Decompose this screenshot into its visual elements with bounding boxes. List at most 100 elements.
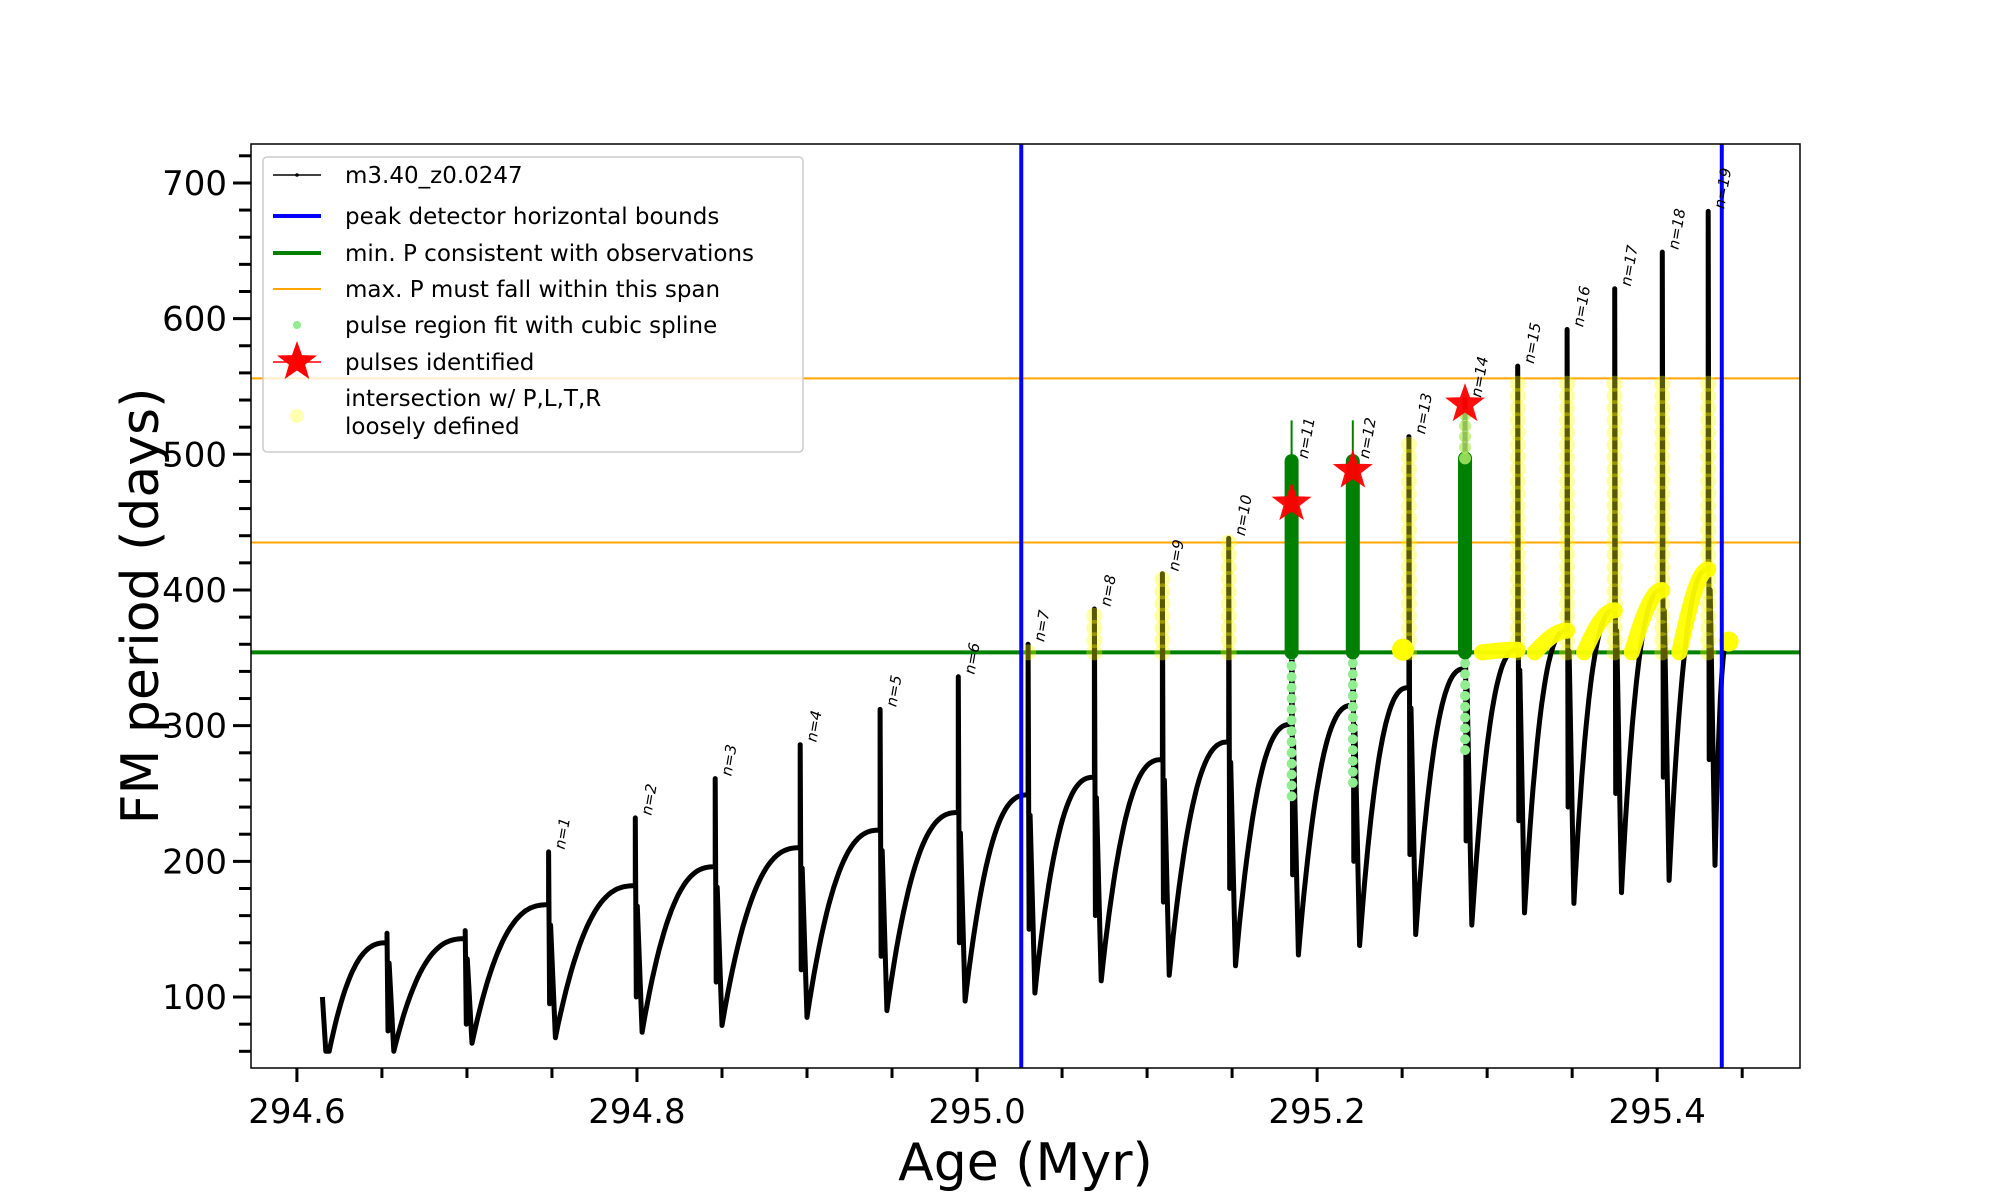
intersection-point [1700, 571, 1717, 588]
pulse-label: n=10 [1231, 493, 1256, 537]
x-tick-label: 295.2 [1268, 1092, 1365, 1132]
intersection-point [1654, 449, 1671, 466]
spline-point [1347, 658, 1358, 669]
intersection-point [1559, 632, 1576, 649]
intersection-point [1700, 595, 1717, 612]
intersection-point [1509, 522, 1526, 539]
axis-ticks: 294.6 294.8 295.0 295.2 295.4 100 200 300 400 500… [162, 154, 1744, 1132]
intersection-point [1559, 412, 1576, 429]
intersection-point [1509, 461, 1526, 478]
intersection-point [1700, 412, 1717, 429]
intersection-point [1559, 473, 1576, 490]
intersection-point [1559, 400, 1576, 417]
intersection-point [1400, 436, 1417, 453]
intersection-point [1086, 644, 1103, 661]
intersection-point [1086, 619, 1103, 636]
intersection-point [1606, 400, 1623, 417]
intersection-point [1220, 619, 1237, 636]
intersection-point [1654, 644, 1671, 661]
intersection-point [1606, 644, 1623, 661]
intersection-point [1509, 595, 1526, 612]
spline-point [1460, 734, 1471, 745]
spline-point [1347, 701, 1358, 712]
spline-point [1286, 693, 1297, 704]
legend-label: max. P must fall within this span [345, 277, 720, 303]
intersection-point [1559, 558, 1576, 575]
y-tick-label: 300 [162, 707, 227, 747]
spline-point [1347, 777, 1358, 788]
spline-point [1347, 745, 1358, 756]
intersection-point [1400, 583, 1417, 600]
spline-point [1347, 679, 1358, 690]
spline-point [1286, 736, 1297, 747]
legend-label: pulse region fit with cubic spline [345, 313, 717, 339]
intersection-point [1400, 449, 1417, 466]
legend-label: min. P consistent with observations [345, 241, 754, 267]
intersection-point [1509, 375, 1526, 392]
legend-label: pulses identified [345, 350, 534, 376]
intersection-point [1509, 436, 1526, 453]
intersection-point [1700, 375, 1717, 392]
spline-point [1286, 758, 1297, 769]
intersection-point [1606, 461, 1623, 478]
intersection-point [1220, 546, 1237, 563]
spline-point [1459, 419, 1472, 432]
intersection-point [1700, 387, 1717, 404]
intersection-point [1606, 522, 1623, 539]
intersection-point [1400, 534, 1417, 551]
x-tick-label: 294.6 [248, 1092, 345, 1132]
legend-item-model: m3.40_z0.0247 [273, 163, 523, 189]
intersection-point [1654, 473, 1671, 490]
intersection-point [1559, 546, 1576, 563]
intersection-point [1559, 522, 1576, 539]
intersection-point [1509, 558, 1526, 575]
intersection-point [1559, 607, 1576, 624]
intersection-arc [1474, 641, 1526, 661]
intersection-point [1220, 583, 1237, 600]
intersection-point [1559, 461, 1576, 478]
intersection-point [1559, 619, 1576, 636]
intersection-point [1400, 619, 1417, 636]
pulse-star [1271, 482, 1312, 521]
legend-swatch-dot [295, 173, 299, 177]
intersection-point [1654, 485, 1671, 502]
x-tick-label: 295.4 [1609, 1092, 1706, 1132]
pulse-star [1445, 383, 1485, 422]
intersection-point [1559, 510, 1576, 527]
intersection-point [1509, 412, 1526, 429]
intersection-point [1606, 485, 1623, 502]
intersection-point [1400, 510, 1417, 527]
spline-point [1460, 723, 1471, 734]
intersection-point [1509, 424, 1526, 441]
intersection-point [1654, 571, 1671, 588]
spline-point [1286, 704, 1297, 715]
intersection-point [1700, 558, 1717, 575]
intersection-point [1509, 497, 1526, 514]
spline-point [1347, 712, 1358, 723]
intersection-point [1654, 619, 1671, 636]
intersection-point [1606, 387, 1623, 404]
intersection-point [1654, 546, 1671, 563]
legend-item-spline: pulse region fit with cubic spline [293, 313, 717, 339]
intersection-point [1400, 485, 1417, 502]
intersection-point [1654, 522, 1671, 539]
spline-point [1459, 441, 1472, 454]
x-tick-label: 294.8 [588, 1092, 685, 1132]
spline-point [1460, 679, 1471, 690]
intersection-point [1400, 497, 1417, 514]
intersection-point [1559, 571, 1576, 588]
intersection-point [1654, 534, 1671, 551]
intersection-point [1606, 510, 1623, 527]
spline-point [1459, 452, 1472, 465]
pulse-label: n=13 [1411, 392, 1436, 436]
pulse-label: n=3 [717, 743, 740, 777]
intersection-point [1509, 510, 1526, 527]
pulse-label: n=9 [1165, 538, 1188, 572]
spline-point [1347, 723, 1358, 734]
y-axis-title: FM period (days) [111, 388, 171, 825]
y-tick-label: 100 [162, 978, 227, 1018]
intersection-point [1606, 619, 1623, 636]
pulse-label: n=2 [637, 782, 660, 816]
intersection-point [1559, 449, 1576, 466]
